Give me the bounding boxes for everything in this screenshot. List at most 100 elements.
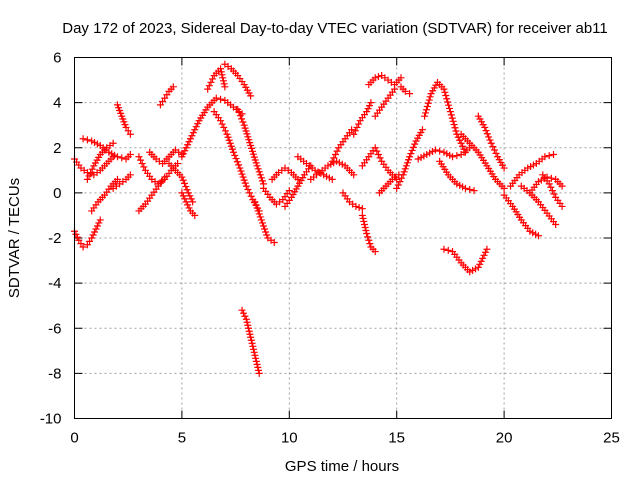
data-point: [178, 189, 186, 197]
x-tick-label: 15: [388, 430, 405, 447]
series-arc-x: [294, 153, 336, 183]
series-arc-p: [210, 108, 263, 215]
data-point: [234, 105, 242, 113]
data-point: [394, 181, 402, 189]
data-point: [461, 148, 469, 156]
data-point: [91, 228, 99, 236]
data-point: [444, 246, 452, 254]
data-point: [255, 369, 263, 377]
data-point: [239, 118, 247, 126]
data-point: [402, 162, 410, 170]
data-point: [263, 231, 271, 239]
data-point: [248, 339, 256, 347]
data-point: [217, 65, 225, 73]
data-point: [73, 233, 81, 241]
data-point: [135, 153, 143, 161]
data-point: [93, 222, 101, 230]
series-arc-a: [71, 216, 104, 251]
data-point: [252, 357, 260, 365]
series-arc-ak: [421, 78, 469, 156]
series-arc-ah: [397, 83, 414, 98]
data-point: [256, 171, 264, 179]
data-point: [229, 148, 237, 156]
data-point: [547, 174, 555, 182]
data-point: [459, 142, 467, 150]
data-point: [253, 360, 261, 368]
data-point: [185, 204, 193, 212]
data-point: [406, 153, 414, 161]
data-point: [79, 135, 87, 143]
data-point: [212, 94, 220, 102]
data-point: [257, 174, 265, 182]
data-point: [79, 243, 87, 251]
series-arc-e: [88, 175, 121, 215]
data-point: [233, 158, 241, 166]
data-point: [220, 123, 228, 131]
series-arc-f: [113, 101, 134, 138]
data-point: [411, 140, 419, 148]
data-point: [363, 229, 371, 237]
data-point: [490, 146, 498, 154]
data-point: [474, 263, 482, 271]
series-arc-at: [539, 171, 566, 210]
data-point: [225, 136, 233, 144]
x-tick-label: 25: [603, 430, 620, 447]
axes: 0 5 10 15 20 25 -10 -8 -6 -4 -2 0 2 4 6: [40, 50, 620, 447]
grid: [74, 57, 612, 419]
series-arc-ag: [376, 171, 403, 197]
data-point: [92, 225, 100, 233]
data-point: [367, 99, 375, 107]
data-point: [492, 149, 500, 157]
data-point: [249, 342, 257, 350]
data-point: [408, 146, 416, 154]
data-point: [186, 135, 194, 143]
data-point: [179, 192, 187, 200]
data-point: [186, 192, 194, 200]
series-arc-aa: [339, 189, 366, 213]
data-point: [221, 127, 229, 135]
y-axis-label: SDTVAR / TECUs: [6, 178, 23, 298]
data-point: [483, 130, 491, 138]
data-point: [236, 112, 244, 120]
data-point: [83, 136, 91, 144]
data-point: [251, 198, 259, 206]
data-point: [255, 210, 263, 218]
data-point: [187, 195, 195, 203]
data-point: [371, 248, 379, 256]
data-point: [350, 130, 358, 138]
data-point: [550, 190, 558, 198]
data-point: [205, 82, 213, 90]
series-arc-t: [251, 198, 278, 247]
data-point: [238, 306, 246, 314]
data-point: [242, 182, 250, 190]
data-point: [95, 219, 103, 227]
data-point: [457, 139, 465, 147]
data-point: [182, 198, 190, 206]
data-point: [243, 318, 251, 326]
data-point: [365, 102, 373, 110]
data-point: [409, 143, 417, 151]
x-tick-label: 10: [281, 430, 298, 447]
data-point: [207, 78, 215, 86]
data-point: [436, 147, 444, 155]
data-point: [252, 354, 260, 362]
data-point: [363, 108, 371, 116]
data-point: [423, 102, 431, 110]
data-point: [88, 165, 96, 173]
data-point: [254, 207, 262, 215]
data-point: [396, 178, 404, 186]
data-point: [483, 245, 491, 253]
data-point: [400, 168, 408, 176]
y-tick-label: -4: [48, 275, 61, 292]
data-point: [250, 345, 257, 353]
series-arc-s: [238, 306, 263, 377]
data-point: [407, 150, 415, 158]
data-point: [355, 204, 363, 212]
series-arc-n: [178, 94, 246, 161]
x-tick-label: 5: [178, 430, 186, 447]
data-point: [96, 216, 104, 224]
data-point: [444, 98, 452, 106]
data-point: [424, 99, 432, 107]
data-point: [330, 154, 338, 162]
data-point: [257, 216, 265, 224]
